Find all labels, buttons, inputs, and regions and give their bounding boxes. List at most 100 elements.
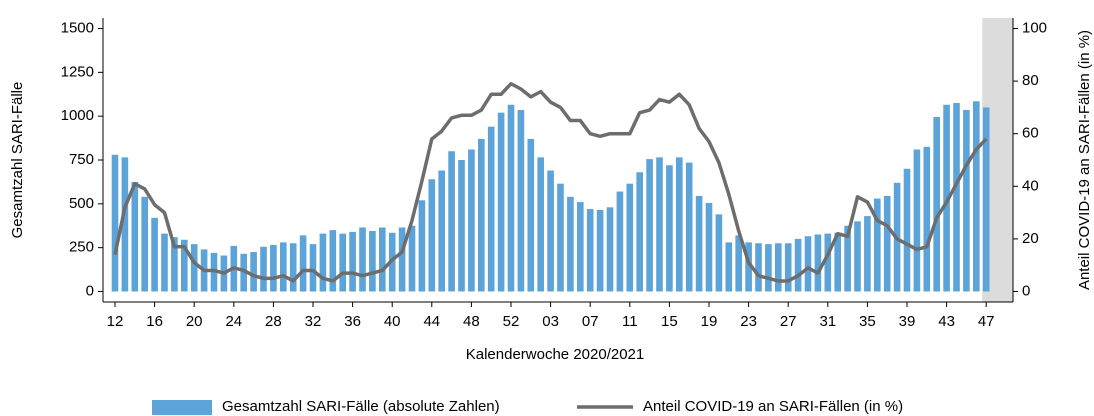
- y2-axis-title: Anteil COVID-19 an SARI-Fällen (in %): [1076, 30, 1093, 290]
- bar: [270, 245, 277, 292]
- bar: [240, 253, 247, 292]
- y-axis-title: Gesamtzahl SARI-Fälle: [9, 82, 26, 239]
- bar: [131, 181, 139, 292]
- bar: [685, 162, 693, 292]
- bar: [319, 233, 327, 292]
- bar: [784, 243, 792, 292]
- bar: [428, 179, 436, 292]
- bar: [933, 117, 940, 292]
- x-tick-label: 36: [344, 313, 361, 330]
- x-tick-label: 48: [463, 313, 480, 330]
- legend-swatch: [152, 400, 212, 415]
- bar: [923, 146, 931, 292]
- x-tick-label: 07: [582, 313, 599, 330]
- y2-tick-label: 40: [1022, 177, 1039, 194]
- bar: [309, 244, 317, 292]
- bar: [725, 242, 733, 292]
- bar: [765, 244, 772, 292]
- x-tick-label: 32: [305, 313, 322, 330]
- bar: [141, 196, 148, 292]
- x-tick-label: 19: [701, 313, 718, 330]
- x-tick-label: 44: [423, 313, 440, 330]
- bar: [883, 195, 891, 292]
- bar: [478, 138, 485, 292]
- bar: [448, 151, 455, 292]
- bar: [586, 209, 594, 292]
- bar: [250, 252, 257, 292]
- bar: [755, 243, 762, 292]
- x-tick-label: 43: [938, 313, 955, 330]
- bar: [963, 110, 970, 292]
- x-tick-label: 40: [384, 313, 401, 330]
- bar: [161, 233, 168, 292]
- bar: [289, 243, 297, 292]
- bar: [299, 235, 307, 292]
- bar: [794, 238, 802, 292]
- x-tick-label: 23: [740, 313, 757, 330]
- y2-tick-label: 100: [1022, 19, 1047, 36]
- x-tick-label: 15: [661, 313, 678, 330]
- bar: [171, 237, 178, 292]
- bar: [695, 195, 703, 292]
- bar: [854, 221, 861, 292]
- bar: [596, 209, 604, 292]
- bar: [735, 235, 742, 292]
- y2-tick-label: 0: [1022, 282, 1030, 299]
- bar: [487, 126, 495, 292]
- x-tick-label: 03: [542, 313, 559, 330]
- bar: [973, 101, 980, 292]
- bar: [547, 170, 554, 292]
- y-tick-label: 500: [69, 195, 94, 212]
- bar: [507, 104, 515, 292]
- y-tick-label: 750: [69, 151, 94, 168]
- y-tick-label: 1250: [61, 63, 94, 80]
- bar: [359, 227, 366, 292]
- x-tick-label: 24: [225, 313, 242, 330]
- bar: [151, 217, 158, 292]
- line: [113, 81, 988, 283]
- bar: [260, 246, 267, 292]
- legend-label: Anteil COVID-19 an SARI-Fällen (in %): [643, 398, 903, 415]
- bar: [874, 198, 881, 292]
- bar: [775, 243, 782, 292]
- bar: [458, 160, 465, 292]
- x-axis-title: Kalenderwoche 2020/2021: [466, 346, 644, 363]
- x-tick-label: 20: [186, 313, 203, 330]
- bar: [557, 183, 564, 292]
- bar: [834, 232, 841, 292]
- bar: [468, 149, 475, 292]
- y-tick-label: 250: [69, 239, 94, 256]
- bar: [864, 216, 871, 292]
- bar: [438, 170, 445, 292]
- bar: [537, 157, 544, 292]
- bar: [636, 172, 643, 292]
- x-tick-label: 27: [780, 313, 797, 330]
- bar: [705, 202, 713, 292]
- bar: [656, 157, 663, 292]
- bar: [804, 236, 812, 292]
- bar: [646, 159, 653, 292]
- bar: [379, 227, 386, 292]
- bar: [844, 225, 851, 292]
- bar: [626, 183, 634, 292]
- bar: [121, 157, 129, 292]
- bar: [111, 154, 119, 292]
- y2-tick-label: 80: [1022, 72, 1039, 89]
- bar: [329, 230, 337, 292]
- x-tick-label: 28: [265, 313, 282, 330]
- x-tick-label: 39: [899, 313, 916, 330]
- x-tick-label: 35: [859, 313, 876, 330]
- bar: [517, 110, 525, 292]
- x-tick-label: 47: [978, 313, 995, 330]
- bar: [181, 239, 188, 292]
- bar: [903, 168, 911, 292]
- bar: [715, 214, 723, 292]
- x-tick-label: 12: [107, 313, 124, 330]
- bar: [339, 233, 346, 292]
- bar: [824, 233, 832, 292]
- bar: [567, 196, 574, 292]
- bar: [982, 107, 990, 292]
- bar: [606, 207, 614, 292]
- bar: [398, 227, 406, 292]
